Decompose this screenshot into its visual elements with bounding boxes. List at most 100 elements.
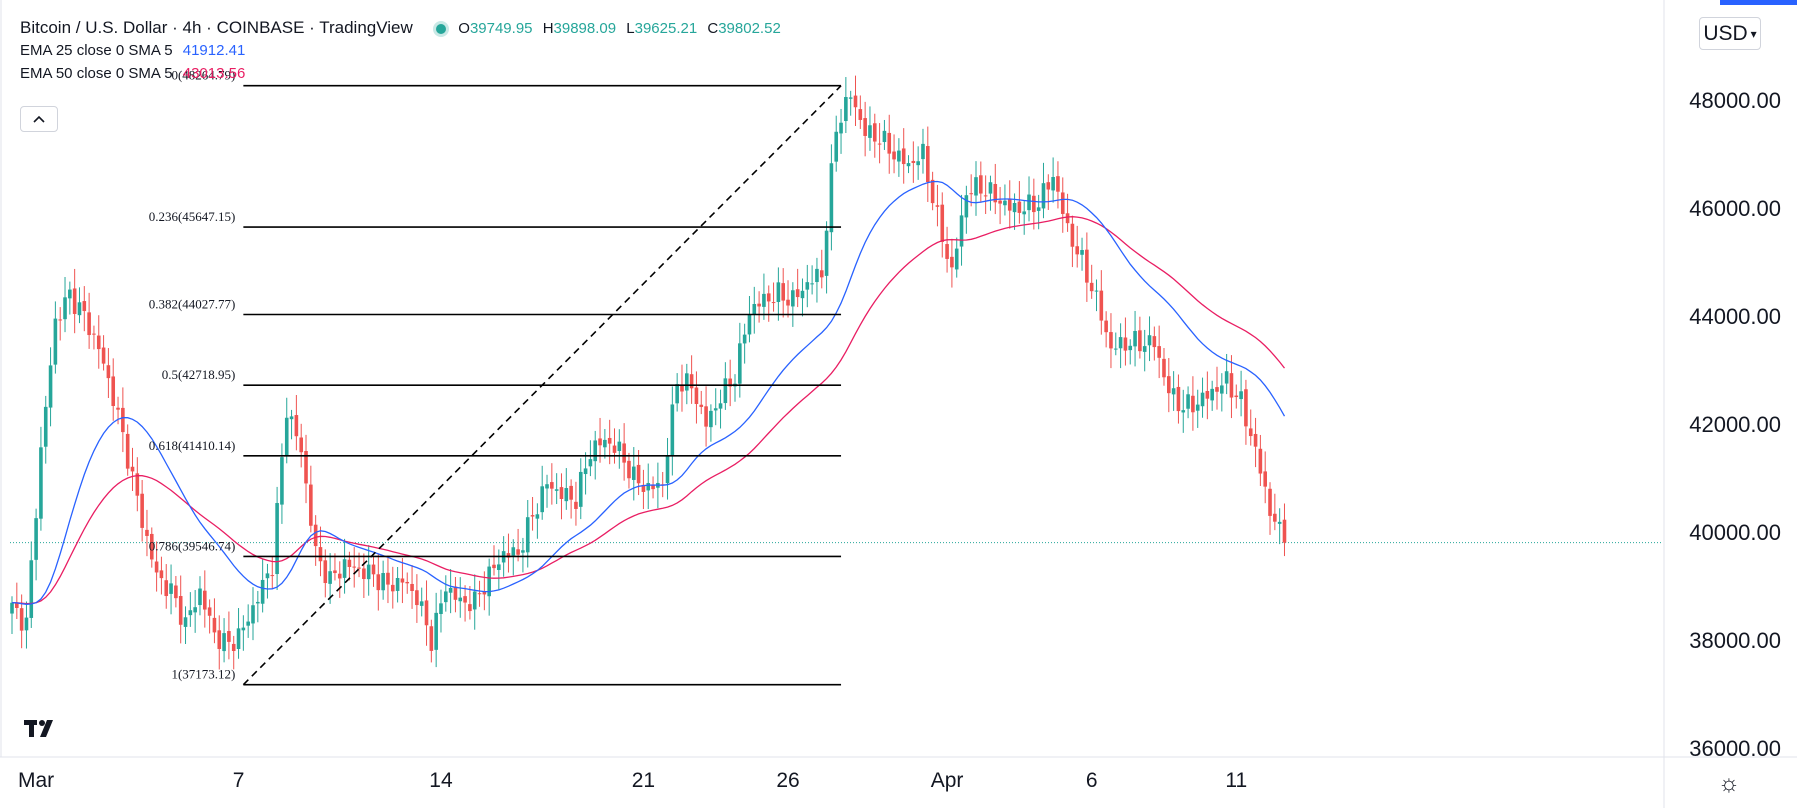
- candle-body: [453, 586, 458, 600]
- candle: [328, 553, 332, 604]
- tradingview-logo-icon[interactable]: [22, 715, 60, 741]
- candle: [10, 596, 14, 635]
- candle: [839, 108, 843, 154]
- candle: [178, 575, 183, 644]
- candle: [318, 526, 323, 577]
- candle-body: [121, 407, 125, 433]
- chart-legend: Bitcoin / U.S. Dollar · 4h · COINBASE · …: [20, 18, 787, 87]
- collapse-legend-button[interactable]: [20, 106, 58, 132]
- candle-body: [940, 204, 945, 242]
- candle: [159, 556, 164, 595]
- source-label: TradingView: [319, 18, 413, 37]
- candle: [795, 268, 800, 308]
- candle: [1065, 193, 1070, 232]
- candle: [1162, 347, 1166, 386]
- candle-body: [1017, 201, 1022, 213]
- candle: [622, 423, 626, 481]
- chevron-up-icon: [33, 115, 45, 123]
- candle-body: [1089, 282, 1094, 292]
- time-tick-label: Apr: [931, 769, 964, 792]
- candle-body: [974, 177, 978, 196]
- candle: [752, 286, 757, 334]
- candle: [1277, 508, 1282, 545]
- candle: [246, 604, 250, 638]
- currency-button[interactable]: USD ▾: [1699, 17, 1761, 50]
- candle-body: [1027, 194, 1031, 211]
- symbol-name[interactable]: Bitcoin / U.S. Dollar: [20, 18, 168, 37]
- candle-body: [1070, 223, 1075, 247]
- candle-body: [713, 408, 718, 411]
- gear-icon[interactable]: ☼: [1718, 770, 1740, 797]
- fib-level-label: 0(48264.79): [171, 68, 235, 83]
- candle-body: [1032, 195, 1036, 213]
- candle-body: [969, 193, 973, 195]
- candle: [366, 545, 371, 596]
- candle: [169, 564, 173, 615]
- candle-body: [337, 573, 342, 579]
- candle-body: [983, 195, 988, 197]
- candle: [723, 362, 728, 410]
- candle: [419, 587, 424, 617]
- time-tick-label: 7: [233, 769, 245, 792]
- candle-body: [1171, 388, 1176, 395]
- candle: [612, 428, 617, 464]
- candle-body: [810, 283, 814, 285]
- candle-body: [1113, 348, 1118, 350]
- candle-body: [521, 550, 525, 553]
- currency-label: USD: [1703, 21, 1748, 45]
- candle: [1118, 323, 1123, 369]
- indicator-ema50[interactable]: EMA 50 close 0 SMA 5 43013.56: [20, 64, 787, 87]
- candle: [800, 278, 805, 317]
- fib-level-label: 0.618(41410.14): [149, 438, 236, 453]
- interval-label[interactable]: 4h: [182, 18, 202, 37]
- candle-body: [646, 483, 651, 491]
- candle: [453, 577, 458, 613]
- candle: [1080, 237, 1084, 271]
- candle-body: [598, 438, 602, 446]
- candle-body: [979, 175, 983, 194]
- candle-body: [844, 97, 848, 122]
- candle-body: [916, 161, 920, 166]
- indicator-ema25[interactable]: EMA 25 close 0 SMA 5 41912.41: [20, 41, 787, 64]
- candle-body: [858, 109, 863, 120]
- candle: [444, 575, 448, 612]
- candle-body: [1118, 337, 1123, 349]
- candle: [135, 457, 140, 512]
- candle-body: [1268, 488, 1272, 516]
- candle-body: [766, 293, 771, 302]
- candle: [1244, 379, 1248, 445]
- ohlc-values: O39749.95 H39898.09 L39625.21 C39802.52: [458, 20, 781, 37]
- candle: [757, 291, 761, 323]
- candle: [1133, 310, 1137, 367]
- fib-level-label: 1(37173.12): [171, 667, 235, 682]
- candle-body: [675, 384, 679, 404]
- candle: [289, 409, 294, 440]
- candle-body: [352, 566, 357, 568]
- candle: [424, 580, 429, 646]
- candle-body: [371, 564, 376, 575]
- candle-body: [53, 318, 58, 365]
- candle-body: [29, 560, 34, 618]
- candle-body: [805, 282, 810, 290]
- candle-body: [48, 365, 53, 408]
- candle-body: [622, 443, 626, 463]
- candle-body: [149, 533, 154, 560]
- candle-body: [998, 200, 1002, 204]
- candle: [1176, 374, 1181, 424]
- candle: [805, 264, 810, 308]
- candle-body: [853, 95, 858, 108]
- candle-body: [1200, 392, 1205, 407]
- candle-body: [1220, 385, 1224, 394]
- candle: [892, 134, 896, 174]
- candle: [1022, 200, 1026, 235]
- low-value: 39625.21: [634, 20, 698, 37]
- candle-body: [877, 143, 882, 145]
- candle-body: [82, 301, 87, 312]
- candle-body: [550, 482, 554, 489]
- candle-body: [241, 627, 246, 631]
- candle-body: [19, 608, 24, 631]
- candle-body: [935, 205, 940, 207]
- candle-body: [256, 601, 260, 604]
- candle-body: [309, 484, 313, 526]
